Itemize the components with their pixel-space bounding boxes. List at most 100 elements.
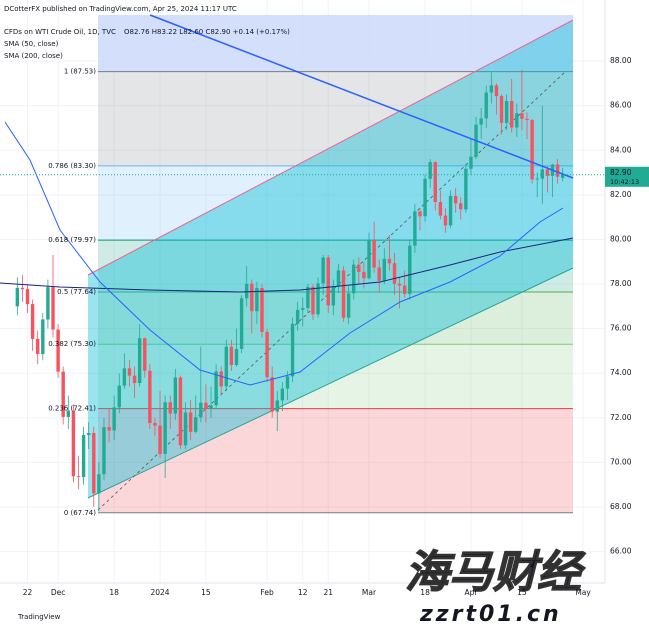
candle-body bbox=[443, 215, 448, 226]
fib-label: 0.236 (72.41) bbox=[48, 405, 96, 413]
x-tick-label: 18 bbox=[420, 588, 430, 597]
candle-body bbox=[46, 287, 50, 320]
candle-body bbox=[183, 412, 188, 446]
symbol: CFDs on WTI Crude Oil, 1D, TVC bbox=[4, 28, 116, 36]
candles bbox=[15, 70, 565, 512]
candle-body bbox=[418, 211, 422, 217]
candle-body bbox=[346, 293, 351, 318]
candle-body bbox=[51, 287, 55, 330]
candle-body bbox=[331, 286, 336, 306]
y-tick-label: 80.00 bbox=[610, 234, 632, 243]
candle-body bbox=[540, 169, 545, 179]
candle-body bbox=[367, 240, 371, 279]
candle-body bbox=[97, 474, 101, 494]
x-tick-label: 12 bbox=[298, 588, 308, 597]
candle-body bbox=[362, 271, 366, 279]
candle-body bbox=[489, 85, 494, 93]
candle-body bbox=[341, 270, 346, 318]
fib-zone bbox=[98, 344, 573, 409]
candle-body bbox=[402, 285, 407, 294]
candle-body bbox=[117, 385, 121, 408]
watermark-title: 海马财经 bbox=[405, 547, 586, 598]
candle-body bbox=[132, 375, 137, 384]
y-tick-label: 74.00 bbox=[610, 368, 632, 377]
candle-body bbox=[321, 257, 325, 284]
watermark-site: zzrt01.cn bbox=[419, 602, 562, 627]
x-tick-label: Apr bbox=[464, 588, 478, 597]
candle-body bbox=[92, 432, 96, 494]
x-tick-label: 2024 bbox=[150, 588, 169, 597]
channel-lower bbox=[87, 267, 574, 499]
x-tick-label: Feb bbox=[260, 588, 274, 597]
y-tick-label: 76.00 bbox=[610, 324, 632, 333]
candle-body bbox=[510, 100, 514, 128]
sma-200 bbox=[0, 237, 574, 293]
candle-body bbox=[515, 113, 519, 128]
candle-body bbox=[163, 402, 167, 454]
candle-body bbox=[382, 258, 387, 281]
candle-body bbox=[326, 257, 330, 306]
candle-body bbox=[107, 427, 111, 431]
candle-body bbox=[255, 288, 259, 312]
candle-body bbox=[25, 289, 30, 305]
candle-body bbox=[41, 319, 45, 355]
candle-body bbox=[86, 432, 91, 435]
candle-body bbox=[239, 298, 244, 349]
indicator: SMA (200, close) bbox=[4, 52, 63, 60]
fib-label: 0.618 (79.97) bbox=[48, 236, 96, 244]
candle-body bbox=[306, 286, 310, 309]
candle-body bbox=[122, 368, 127, 386]
candle-body bbox=[397, 283, 402, 286]
candle-body bbox=[229, 346, 234, 365]
candle-body bbox=[448, 195, 453, 226]
candle-body bbox=[423, 178, 427, 217]
x-tick-label: Dec bbox=[51, 588, 66, 597]
candle-body bbox=[81, 434, 86, 478]
fib-label: 0.382 (75.30) bbox=[48, 340, 96, 348]
y-tick-label: 86.00 bbox=[610, 101, 632, 110]
candle-body bbox=[438, 201, 443, 216]
candle-body bbox=[188, 412, 193, 432]
candle-body bbox=[194, 417, 198, 432]
x-tick-label: 21 bbox=[323, 588, 333, 597]
candle-body bbox=[433, 162, 437, 202]
candle-body bbox=[61, 371, 65, 417]
x-tick-label: Mar bbox=[362, 588, 377, 597]
candle-body bbox=[127, 368, 132, 376]
last-price-label: 82.90 bbox=[610, 168, 632, 177]
candle-body bbox=[270, 377, 274, 412]
candle-body bbox=[535, 178, 539, 180]
candle-body bbox=[275, 400, 279, 412]
candle-body bbox=[173, 377, 178, 414]
candle-body bbox=[137, 338, 142, 384]
candle-body bbox=[316, 283, 320, 315]
fib-label: 0.5 (77.64) bbox=[57, 288, 96, 296]
candle-body bbox=[224, 346, 229, 387]
candle-body bbox=[459, 203, 463, 210]
candle-body bbox=[168, 402, 172, 414]
fib-zone bbox=[98, 240, 573, 293]
candle-body bbox=[148, 370, 152, 423]
countdown: 10:42:13 bbox=[610, 178, 639, 186]
candle-body bbox=[301, 308, 305, 310]
y-tick-label: 70.00 bbox=[610, 457, 632, 466]
candle-body bbox=[520, 113, 524, 119]
branding: TradingView bbox=[17, 613, 61, 621]
x-tick-label: 18 bbox=[109, 588, 119, 597]
candle-body bbox=[20, 287, 25, 290]
candle-body bbox=[392, 263, 397, 284]
candle-body bbox=[290, 323, 295, 377]
candle-body bbox=[377, 267, 381, 281]
candle-body bbox=[560, 174, 565, 178]
candle-body bbox=[469, 156, 473, 169]
candle-body bbox=[479, 118, 483, 125]
y-tick-label: 84.00 bbox=[610, 145, 632, 154]
candle-body bbox=[453, 195, 458, 204]
candle-body bbox=[525, 118, 529, 120]
candle-body bbox=[499, 96, 504, 123]
candle-body bbox=[71, 410, 76, 477]
candle-body bbox=[199, 402, 203, 418]
candle-body bbox=[56, 329, 60, 372]
candle-body bbox=[102, 427, 106, 475]
